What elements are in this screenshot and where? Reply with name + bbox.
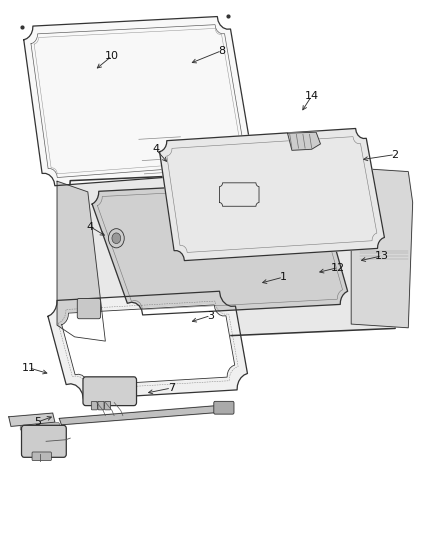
FancyBboxPatch shape xyxy=(77,298,100,319)
Text: 13: 13 xyxy=(374,251,388,261)
Text: 5: 5 xyxy=(34,417,41,427)
Polygon shape xyxy=(59,405,230,425)
Text: 8: 8 xyxy=(218,46,225,55)
Circle shape xyxy=(112,233,120,244)
Polygon shape xyxy=(24,17,252,185)
FancyBboxPatch shape xyxy=(21,425,66,457)
Text: 4: 4 xyxy=(86,222,93,231)
FancyBboxPatch shape xyxy=(20,423,59,430)
Text: 10: 10 xyxy=(105,51,119,61)
Polygon shape xyxy=(48,291,247,399)
Polygon shape xyxy=(287,132,320,150)
Text: 1: 1 xyxy=(279,272,286,282)
Polygon shape xyxy=(9,413,55,426)
Text: 12: 12 xyxy=(330,263,344,272)
Text: 11: 11 xyxy=(21,363,35,373)
FancyBboxPatch shape xyxy=(83,377,136,406)
FancyBboxPatch shape xyxy=(32,452,51,461)
Text: 4: 4 xyxy=(152,144,159,154)
FancyBboxPatch shape xyxy=(104,401,110,410)
Text: 14: 14 xyxy=(304,91,318,101)
Polygon shape xyxy=(61,168,403,341)
Polygon shape xyxy=(350,168,412,328)
FancyBboxPatch shape xyxy=(91,401,97,410)
Polygon shape xyxy=(92,181,347,315)
Polygon shape xyxy=(62,305,234,385)
Polygon shape xyxy=(57,181,105,341)
Text: 3: 3 xyxy=(207,311,214,320)
Polygon shape xyxy=(159,128,384,261)
Text: 7: 7 xyxy=(167,383,174,393)
FancyBboxPatch shape xyxy=(98,401,104,410)
FancyBboxPatch shape xyxy=(213,401,233,414)
Circle shape xyxy=(108,229,124,248)
Text: 2: 2 xyxy=(391,150,398,159)
